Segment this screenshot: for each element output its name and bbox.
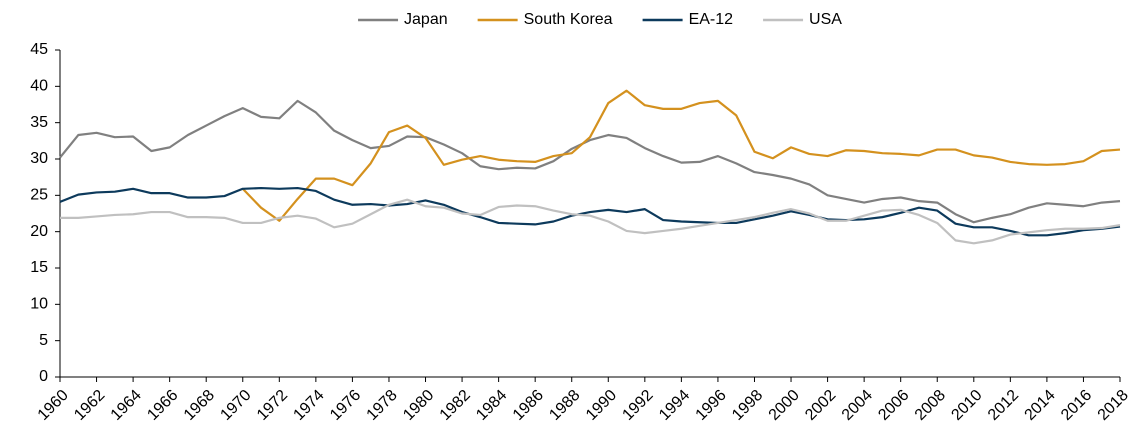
y-tick-label: 15	[30, 259, 48, 276]
x-tick-label: 1992	[619, 387, 656, 424]
legend-label: Japan	[404, 11, 448, 28]
x-tick-label: 2016	[1058, 387, 1095, 424]
y-tick-label: 45	[30, 41, 48, 58]
x-tick-label: 1998	[729, 387, 766, 424]
x-tick-label: 1980	[400, 387, 437, 424]
x-tick-label: 2010	[948, 387, 985, 424]
y-tick-label: 40	[30, 78, 48, 95]
x-tick-label: 1990	[583, 387, 620, 424]
series-line	[59, 186, 1121, 237]
x-tick-label: 1970	[217, 387, 254, 424]
x-tick-label: 1968	[181, 387, 218, 424]
y-tick-label: 20	[30, 223, 48, 240]
x-tick-label: 2004	[839, 387, 876, 424]
x-tick-label: 2012	[985, 387, 1022, 424]
x-tick-label: 1966	[144, 387, 181, 424]
y-tick-label: 35	[30, 114, 48, 131]
x-tick-label: 1976	[327, 387, 364, 424]
y-tick-label: 25	[30, 187, 48, 204]
x-tick-label: 2014	[1022, 387, 1059, 424]
x-tick-label: 2006	[875, 387, 912, 424]
x-tick-label: 2002	[802, 387, 839, 424]
series-line	[241, 89, 1121, 222]
x-tick-label: 1986	[510, 387, 547, 424]
x-tick-label: 1988	[546, 387, 583, 424]
legend-label: South Korea	[524, 11, 613, 28]
x-tick-label: 1982	[437, 387, 474, 424]
y-tick-label: 5	[39, 332, 48, 349]
series-line	[60, 198, 1121, 245]
x-tick-label: 1962	[71, 387, 108, 424]
x-tick-label: 1994	[656, 387, 693, 424]
x-tick-label: 1974	[290, 387, 327, 424]
x-tick-label: 1984	[473, 387, 510, 424]
x-tick-label: 2008	[912, 387, 949, 424]
series-line	[59, 99, 1121, 224]
legend-label: USA	[809, 11, 842, 28]
x-tick-label: 2018	[1095, 387, 1129, 424]
x-tick-label: 1972	[254, 387, 291, 424]
legend-label: EA-12	[689, 11, 734, 28]
x-tick-label: 2000	[766, 387, 803, 424]
x-tick-label: 1978	[364, 387, 401, 424]
y-tick-label: 10	[30, 296, 48, 313]
x-tick-label: 1964	[108, 387, 145, 424]
x-tick-label: 1996	[693, 387, 730, 424]
y-tick-label: 0	[39, 368, 48, 385]
x-tick-label: 1960	[35, 387, 72, 424]
y-tick-label: 30	[30, 150, 48, 167]
